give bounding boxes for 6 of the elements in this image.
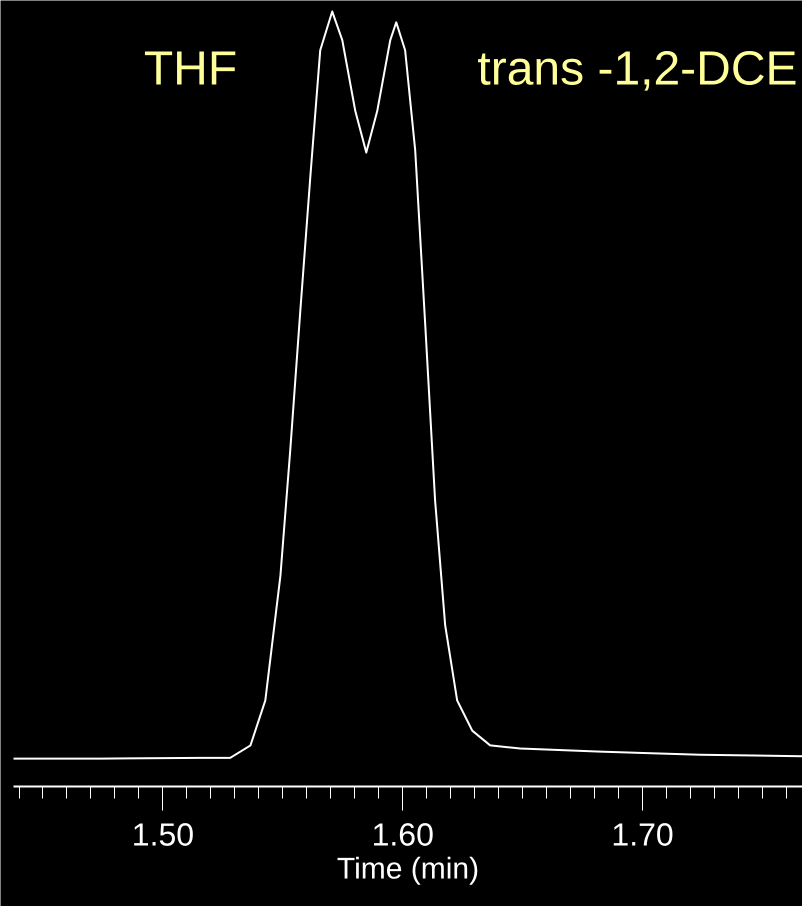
annotation: trans -1,2-DCE bbox=[477, 42, 798, 96]
x-tick-label: 1.50 bbox=[132, 816, 194, 852]
x-tick-label: 1.60 bbox=[372, 816, 434, 852]
x-axis-title: Time (min) bbox=[336, 852, 480, 886]
annotation: THF bbox=[144, 42, 238, 96]
x-tick-label: 1.70 bbox=[611, 816, 674, 852]
